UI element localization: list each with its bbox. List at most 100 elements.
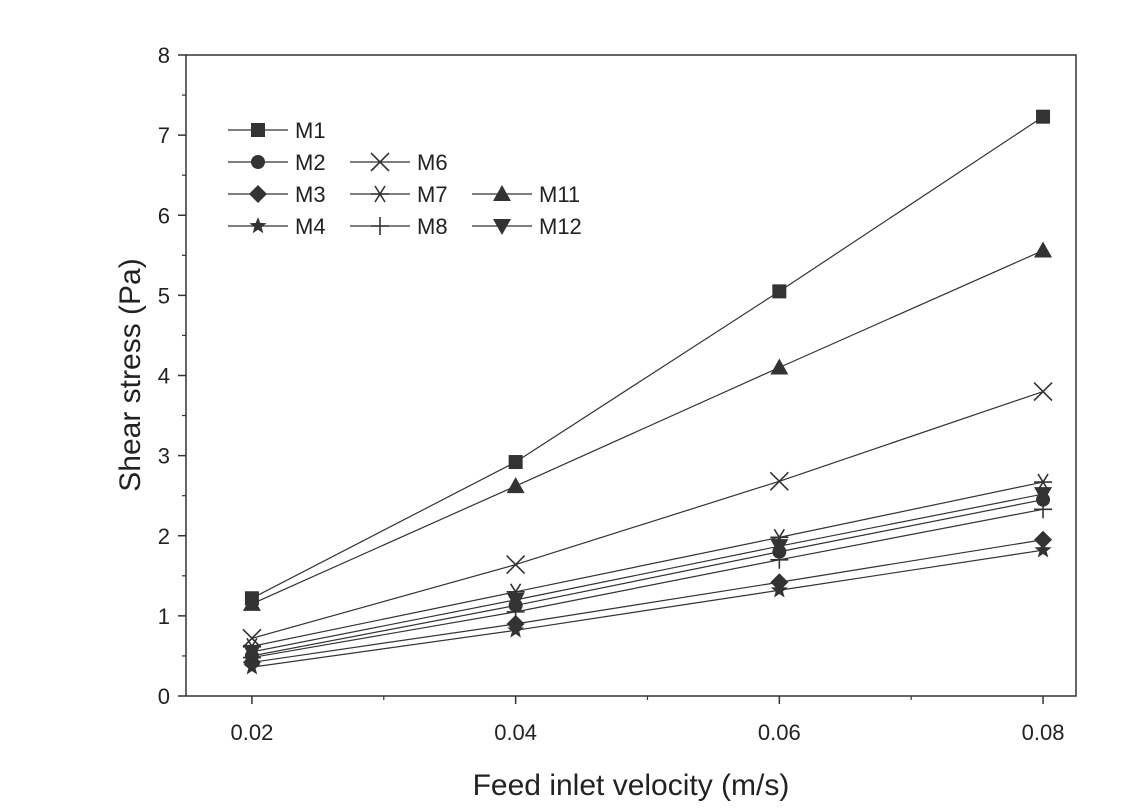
legend-marker-m3-shape <box>249 185 267 203</box>
series-line-m7 <box>251 481 1044 647</box>
series-point-m11-3 <box>1034 241 1053 258</box>
y-tick-label-3: 3 <box>158 444 170 469</box>
series-point-m11-3-shape <box>1034 241 1053 258</box>
legend-marker-m1-shape <box>251 123 265 137</box>
series-point-m8-3-shape <box>1034 500 1053 519</box>
series-point-m6-1 <box>506 555 526 575</box>
series-point-m1-1-shape <box>508 455 523 470</box>
legend-item-m2: M2 <box>228 150 326 175</box>
series-line-m3 <box>251 539 1044 663</box>
series-point-m12-0-shape <box>242 644 261 661</box>
legend-label-m12: M12 <box>539 214 582 239</box>
legend-marker-m6-shape <box>370 152 390 172</box>
series-point-m6-3-shape <box>1033 381 1053 402</box>
legend-marker-m2 <box>251 155 265 169</box>
series-m12 <box>242 487 1053 661</box>
series-line-m1 <box>251 116 1044 599</box>
series-point-m11-1-shape <box>506 477 525 494</box>
legend-marker-m11 <box>493 185 511 201</box>
series-point-m6-2 <box>769 471 789 491</box>
series-point-m6-1-shape <box>506 555 526 575</box>
series-point-m12-1 <box>506 592 525 609</box>
series-line-m11 <box>251 249 1044 605</box>
series-layer <box>242 109 1053 675</box>
series-point-m6-3 <box>1033 381 1053 402</box>
legend-marker-m4-shape <box>249 217 267 234</box>
series-point-m1-2 <box>772 284 787 299</box>
legend-label-m1: M1 <box>295 118 326 143</box>
series-line-m8 <box>251 508 1044 659</box>
y-tick-label-6: 6 <box>158 203 170 228</box>
legend-item-m1: M1 <box>228 118 326 143</box>
legend-item-m6: M6 <box>350 150 448 175</box>
legend-item-m7: M7 <box>350 182 448 207</box>
series-point-m6-2-shape <box>769 471 789 491</box>
series-point-m12-3-shape <box>1034 487 1053 504</box>
y-tick-label-5: 5 <box>158 283 170 308</box>
y-tick-label-2: 2 <box>158 524 170 549</box>
legend-item-m11: M11 <box>472 182 580 207</box>
series-point-m4-2-shape <box>770 581 788 598</box>
x-tick-label-3: 0.08 <box>1022 720 1065 745</box>
series-point-m6-0 <box>242 628 262 648</box>
series-point-m11-0 <box>242 594 261 611</box>
legend-label-m4: M4 <box>295 214 326 239</box>
series-point-m1-2-shape <box>772 284 787 299</box>
series-point-m11-2-shape <box>770 358 789 375</box>
y-tick-label-7: 7 <box>158 123 170 148</box>
series-point-m8-3 <box>1034 500 1053 519</box>
y-tick-label-4: 4 <box>158 364 170 389</box>
series-point-m4-2 <box>770 581 788 598</box>
x-axis: 0.02 0.04 0.06 0.08 <box>231 696 1065 745</box>
series-point-m11-2 <box>770 358 789 375</box>
series-point-m3-3 <box>1034 530 1053 549</box>
series-point-m11-0-shape <box>242 594 261 611</box>
legend-item-m8: M8 <box>350 214 448 239</box>
legend-marker-m3 <box>249 185 267 203</box>
legend-item-m12: M12 <box>472 214 582 239</box>
series-point-m3-3-shape <box>1034 530 1053 549</box>
x-axis-title: Feed inlet velocity (m/s) <box>473 769 790 802</box>
legend-marker-m4 <box>249 217 267 234</box>
legend-marker-m12 <box>493 219 511 235</box>
legend-label-m6: M6 <box>417 150 448 175</box>
series-line-m2 <box>251 499 1044 657</box>
x-tick-label-0: 0.02 <box>231 720 274 745</box>
legend-label-m7: M7 <box>417 182 448 207</box>
y-axis-title: Shear stress (Pa) <box>114 258 147 491</box>
legend-label-m11: M11 <box>539 182 580 207</box>
series-point-m4-3-shape <box>1034 541 1052 558</box>
y-axis: 0 1 2 3 4 5 6 7 8 <box>158 43 186 709</box>
series-m11 <box>242 241 1053 611</box>
series-point-m1-3 <box>1036 109 1051 124</box>
series-point-m4-1 <box>507 621 525 638</box>
series-m3 <box>242 530 1053 672</box>
series-point-m12-3 <box>1034 487 1053 504</box>
series-m6 <box>242 381 1053 648</box>
series-point-m1-3-shape <box>1036 109 1051 124</box>
series-point-m4-3 <box>1034 541 1052 558</box>
legend-marker-m2-shape <box>251 155 265 169</box>
series-point-m6-0-shape <box>242 628 262 648</box>
legend: M1 M2 M6 M3 M7 M11 M4 M8 M12 <box>228 118 582 239</box>
series-m8 <box>242 500 1053 667</box>
legend-marker-m8 <box>371 217 389 235</box>
series-point-m11-1 <box>506 477 525 494</box>
x-tick-label-2: 0.06 <box>758 720 801 745</box>
y-tick-label-8: 8 <box>158 43 170 68</box>
y-tick-label-0: 0 <box>158 684 170 709</box>
series-line-m4 <box>251 549 1044 668</box>
series-m7 <box>242 473 1053 655</box>
series-line-m6 <box>251 390 1044 639</box>
legend-marker-m7-shape <box>371 185 389 203</box>
legend-marker-m7 <box>371 185 389 203</box>
y-tick-label-1: 1 <box>158 604 170 629</box>
x-tick-label-1: 0.04 <box>494 720 537 745</box>
series-point-m12-0 <box>242 644 261 661</box>
legend-label-m8: M8 <box>417 214 448 239</box>
series-m4 <box>243 541 1052 675</box>
series-point-m12-1-shape <box>506 592 525 609</box>
legend-marker-m1 <box>251 123 265 137</box>
legend-label-m2: M2 <box>295 150 326 175</box>
